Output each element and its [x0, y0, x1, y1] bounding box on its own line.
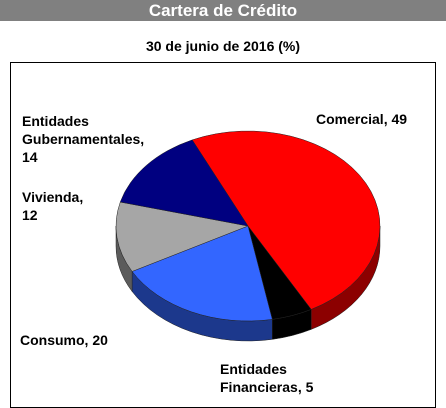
pie-slice [131, 225, 273, 322]
slice-label: Comercial, 49 [316, 110, 407, 128]
category-label: Consumo, [20, 332, 89, 348]
pie-slice [191, 130, 381, 310]
category-label: Entidades Gubernamentales, [22, 113, 145, 147]
chart-subtitle: 30 de junio de 2016 (%) [145, 38, 301, 54]
value-label: 14 [22, 149, 38, 165]
slice-label: Entidades Gubernamentales, 14 [22, 112, 172, 166]
pie-slice [115, 201, 249, 272]
pie-slice [119, 139, 249, 227]
chart-title: Cartera de Crédito [0, 0, 446, 21]
value-label: 12 [22, 207, 38, 223]
value-label: 5 [305, 379, 314, 395]
slice-label: Consumo, 20 [20, 331, 108, 349]
value-label: 20 [92, 332, 108, 348]
category-label: Entidades Financieras, [220, 361, 302, 395]
category-label: Comercial, [316, 111, 388, 127]
category-label: Vivienda, [22, 189, 84, 205]
slice-label: Entidades Financieras, 5 [220, 360, 335, 396]
slice-label: Vivienda, 12 [22, 188, 122, 224]
value-label: 49 [391, 111, 408, 127]
